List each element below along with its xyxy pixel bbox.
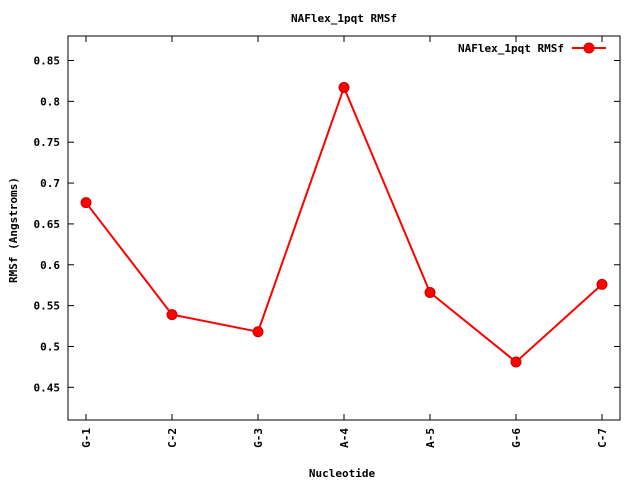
- y-tick-label: 0.45: [34, 381, 61, 394]
- y-axis: 0.45 0.5 0.55 0.6 0.65 0.7 0.75 0.8 0.85: [34, 55, 620, 394]
- x-tick-label: C-2: [166, 428, 179, 448]
- data-point: [510, 356, 522, 368]
- y-axis-label: RMSf (Angstroms): [7, 177, 20, 283]
- y-tick-label: 0.55: [34, 300, 61, 313]
- data-point: [166, 309, 178, 321]
- data-point: [424, 287, 436, 299]
- y-tick-label: 0.85: [34, 55, 61, 68]
- chart-title: NAFlex_1pqt RMSf: [291, 12, 397, 25]
- y-tick-label: 0.75: [34, 136, 61, 149]
- legend-entry-label: NAFlex_1pqt RMSf: [458, 42, 564, 55]
- data-point: [338, 81, 350, 93]
- legend: NAFlex_1pqt RMSf: [458, 42, 606, 55]
- series-layer: [80, 81, 608, 368]
- plot-area-frame: [67, 35, 621, 421]
- x-tick-label: G-1: [80, 428, 93, 448]
- y-tick-label: 0.5: [40, 340, 60, 353]
- x-axis: G-1 C-2 G-3 A-4 A-5 G-6 C-7: [80, 36, 609, 448]
- data-point: [80, 197, 92, 209]
- series-line: [85, 84, 603, 364]
- x-tick-label: A-5: [424, 428, 437, 448]
- y-tick-label: 0.6: [40, 259, 60, 272]
- data-point: [252, 326, 264, 338]
- data-point: [596, 278, 608, 290]
- x-tick-label: G-6: [510, 428, 523, 448]
- legend-marker-swatch: [583, 42, 595, 54]
- x-tick-label: C-7: [596, 428, 609, 448]
- y-tick-label: 0.8: [40, 95, 60, 108]
- x-tick-label: G-3: [252, 428, 265, 448]
- x-tick-label: A-4: [338, 428, 351, 448]
- y-tick-label: 0.7: [40, 177, 60, 190]
- y-tick-label: 0.65: [34, 218, 61, 231]
- x-axis-label: Nucleotide: [309, 467, 376, 480]
